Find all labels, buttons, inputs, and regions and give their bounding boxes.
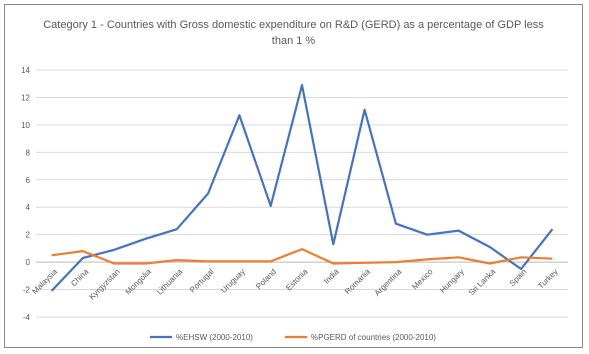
x-tick-label: India (322, 267, 341, 286)
grid-lines (36, 69, 568, 318)
x-tick-label: Romania (343, 267, 372, 296)
y-tick-label: 12 (21, 93, 30, 102)
legend-label: %PGERD of countries (2000-2010) (311, 333, 436, 342)
chart-frame: Category 1 - Countries with Gross domest… (4, 4, 583, 348)
y-tick-label: 0 (26, 258, 31, 267)
x-tick-label: Turkey (536, 267, 559, 290)
y-tick-label: 6 (26, 176, 31, 185)
legend: %EHSW (2000-2010) %PGERD of countries (20… (150, 333, 436, 342)
chart-title: Category 1 - Countries with Gross domest… (43, 19, 544, 47)
y-axis-ticks: -4 -2 0 2 4 6 8 10 12 14 (21, 66, 30, 322)
x-tick-label: Estonia (284, 267, 310, 293)
x-tick-label: Poland (254, 267, 278, 291)
y-tick-label: 8 (26, 148, 31, 157)
x-tick-label: Uruguay (219, 267, 247, 295)
x-tick-label: Sri Lanka (467, 267, 498, 298)
series-line-1 (50, 83, 554, 292)
x-tick-label: Kyrgyzstan (87, 267, 121, 301)
x-tick-label: Portugal (188, 267, 216, 295)
x-tick-label: Malaysia (30, 267, 59, 296)
y-tick-label: -2 (23, 286, 31, 295)
x-tick-label: Spain (508, 267, 529, 288)
y-tick-label: -4 (23, 313, 31, 322)
y-tick-label: 4 (26, 203, 31, 212)
series-lines (50, 83, 554, 292)
series-line-2 (51, 248, 553, 265)
legend-label: %EHSW (2000-2010) (176, 333, 253, 342)
x-tick-label: Hungary (438, 267, 466, 295)
y-tick-label: 10 (21, 121, 30, 130)
x-tick-label: Argentina (373, 267, 404, 298)
x-tick-label: Mongolia (124, 267, 154, 297)
x-tick-label: Mexico (410, 267, 435, 292)
y-tick-label: 2 (26, 231, 31, 240)
y-tick-label: 14 (21, 66, 30, 75)
x-tick-label: Lithuania (155, 267, 185, 297)
